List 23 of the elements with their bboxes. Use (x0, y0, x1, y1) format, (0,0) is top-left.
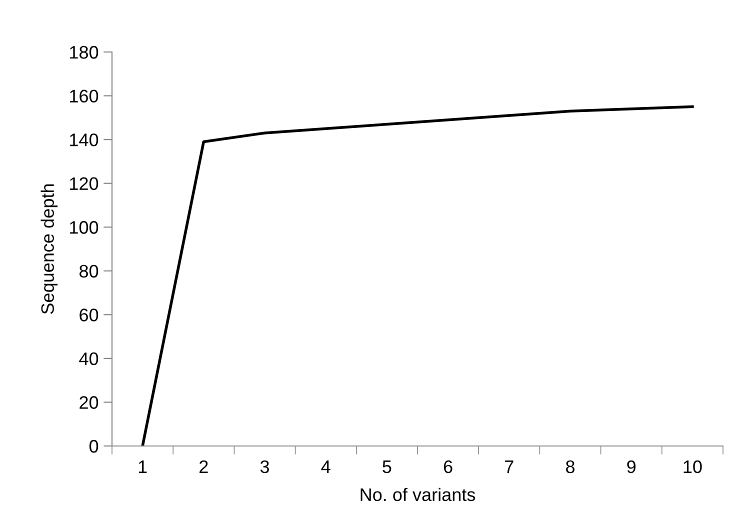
y-tick-label: 120 (70, 177, 98, 190)
x-tick-label: 6 (444, 460, 452, 474)
y-tick-label: 20 (80, 396, 98, 409)
x-tick-label: 7 (505, 460, 514, 473)
x-tick-label: 1 (138, 460, 147, 473)
y-tick-label: 180 (70, 46, 98, 59)
y-tick-label: 100 (70, 221, 98, 234)
x-tick-label: 4 (321, 460, 330, 473)
y-tick-label: 80 (80, 264, 98, 278)
x-axis-title: No. of variants (360, 488, 476, 502)
y-tick-label: 60 (80, 308, 98, 322)
y-tick-label: 40 (79, 352, 98, 366)
line-series (141, 105, 694, 446)
x-tick-label: 5 (382, 460, 392, 474)
x-tick-label: 8 (566, 460, 574, 474)
y-axis-title: Sequence depth (40, 184, 58, 314)
x-tick-label: 9 (627, 460, 636, 474)
x-tick-label: 10 (684, 460, 702, 474)
y-tick-label: 140 (70, 133, 98, 146)
x-tick-label: 2 (200, 460, 208, 473)
x-tick-label: 3 (260, 460, 269, 474)
y-tick-label: 160 (70, 90, 98, 102)
y-tick-label: 0 (89, 440, 98, 453)
